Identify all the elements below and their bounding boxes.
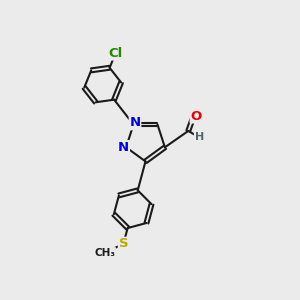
Text: CH₃: CH₃ — [94, 248, 116, 258]
Text: H: H — [194, 132, 204, 142]
Text: Cl: Cl — [108, 47, 123, 60]
Text: N: N — [118, 141, 129, 154]
Text: N: N — [129, 116, 141, 130]
Text: O: O — [190, 110, 202, 123]
Text: S: S — [118, 238, 128, 250]
